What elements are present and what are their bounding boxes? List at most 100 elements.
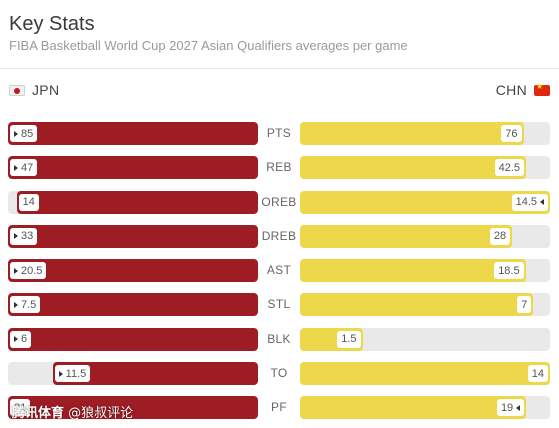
team-left-code: JPN [32, 82, 60, 98]
right-value: 14 [531, 367, 544, 380]
stat-row-ast: 20.5 AST 18.5 [0, 259, 559, 283]
left-bar-track: 85 [8, 122, 258, 145]
page-subtitle: FIBA Basketball World Cup 2027 Asian Qua… [9, 38, 408, 53]
right-bar-track: 1.5 [300, 327, 550, 351]
leader-arrow-icon [14, 233, 18, 240]
left-value: 7.5 [21, 298, 37, 311]
stat-row-pf: 21 PF 19 [0, 396, 559, 420]
right-bar-fill: 14 [300, 362, 550, 386]
stat-label: OREB [261, 194, 297, 209]
left-value-chip: 85 [10, 125, 38, 142]
right-value-chip: 19 [496, 399, 525, 417]
left-bar-fill: 85 [8, 122, 258, 145]
leader-arrow-icon [540, 199, 544, 206]
left-bar-track: 14 [8, 190, 258, 214]
left-bar-track: 6 [8, 327, 258, 351]
stat-label: AST [266, 263, 292, 278]
right-bar-fill: 1.5 [300, 327, 363, 351]
leader-arrow-icon [14, 301, 18, 308]
china-flag-icon [534, 82, 550, 96]
stat-label: REB [266, 160, 292, 175]
left-bar-track: 11.5 [8, 362, 258, 386]
left-bar-fill: 21 [8, 396, 258, 420]
left-bar-fill: 14 [16, 190, 258, 214]
right-value-chip: 18.5 [494, 262, 524, 280]
left-value-chip: 47 [10, 159, 38, 177]
left-bar-track: 47 [8, 156, 258, 180]
leader-arrow-icon [516, 404, 521, 411]
leader-arrow-icon [14, 267, 18, 274]
watermark: 腾讯体育 @狼叔评论 [12, 402, 133, 421]
stat-row-dreb: 33 DREB 28 [0, 224, 559, 248]
left-value: 21 [14, 401, 27, 414]
left-value-chip: 33 [10, 227, 38, 245]
right-bar-fill: 18.5 [300, 259, 526, 283]
right-bar-fill: 7 [300, 293, 534, 317]
left-value: 33 [21, 230, 34, 243]
right-value: 1.5 [341, 333, 357, 346]
right-bar-track: 18.5 [300, 259, 550, 283]
right-bar-fill: 14.5 [300, 190, 550, 214]
stat-label: TO [270, 366, 288, 381]
leader-arrow-icon [14, 336, 18, 343]
watermark-handle: @狼叔评论 [68, 406, 134, 421]
left-value-chip: 14 [18, 193, 39, 211]
left-bar-fill: 11.5 [52, 362, 258, 386]
left-bar-track: 21 [8, 396, 258, 420]
right-value-chip: 7 [517, 296, 532, 314]
watermark-brand: 腾讯体育 [12, 406, 65, 421]
left-bar-fill: 33 [8, 224, 258, 248]
leader-arrow-icon [14, 130, 18, 137]
stat-row-blk: 6 BLK 1.5 [0, 327, 559, 351]
right-bar-fill: 42.5 [300, 156, 527, 180]
left-value-chip: 6 [10, 330, 32, 348]
right-value-chip: 42.5 [494, 159, 525, 177]
right-value-chip: 28 [489, 227, 511, 245]
right-bar-track: 14.5 [300, 190, 550, 214]
stat-row-stl: 7.5 STL 7 [0, 293, 559, 317]
right-value: 7 [521, 298, 528, 311]
left-bar-fill: 47 [8, 156, 258, 180]
stat-label: DREB [261, 228, 297, 243]
left-bar-fill: 20.5 [8, 259, 258, 283]
right-bar-track: 19 [300, 396, 550, 420]
right-value-chip: 14.5 [511, 193, 548, 211]
right-bar-track: 28 [300, 224, 550, 248]
left-value: 14 [22, 196, 35, 209]
stat-label: BLK [267, 331, 291, 346]
stat-row-to: 11.5 TO 14 [0, 362, 559, 386]
left-value: 20.5 [21, 264, 43, 277]
right-bar-track: 76 [300, 122, 550, 145]
page-title: Key Stats [9, 13, 95, 35]
right-value: 18.5 [498, 264, 520, 277]
right-value: 19 [500, 401, 514, 414]
right-bar-track: 14 [300, 362, 550, 386]
right-value: 42.5 [498, 161, 521, 174]
left-bar-track: 7.5 [8, 293, 258, 317]
leader-arrow-icon [14, 164, 18, 171]
left-value-chip: 7.5 [10, 296, 41, 314]
stats-comparison-list: 85 PTS 76 47 REB 42.5 14 OREB 14.5 33 DREB 28 20.5 AS… [0, 122, 559, 428]
right-value: 14.5 [515, 196, 537, 209]
stat-row-oreb: 14 OREB 14.5 [0, 190, 559, 214]
left-value-chip: 21 [10, 399, 31, 417]
stat-label: PTS [266, 126, 292, 140]
right-value: 28 [493, 230, 507, 243]
left-value: 11.5 [65, 367, 87, 380]
right-value: 76 [505, 127, 518, 140]
left-value: 47 [21, 161, 34, 174]
japan-flag-icon [9, 84, 25, 96]
team-left-header: JPN [9, 82, 59, 98]
stat-label: PF [271, 400, 287, 415]
left-value: 6 [21, 333, 28, 346]
left-bar-fill: 7.5 [8, 293, 258, 317]
left-value: 85 [21, 127, 34, 140]
left-bar-track: 33 [8, 224, 258, 248]
right-bar-track: 42.5 [300, 156, 550, 180]
right-value-chip: 1.5 [337, 330, 361, 348]
right-bar-fill: 19 [300, 396, 527, 420]
team-right-code: CHN [495, 82, 527, 98]
stat-label: STL [267, 297, 291, 312]
left-value-chip: 11.5 [54, 365, 91, 383]
leader-arrow-icon [58, 370, 63, 377]
